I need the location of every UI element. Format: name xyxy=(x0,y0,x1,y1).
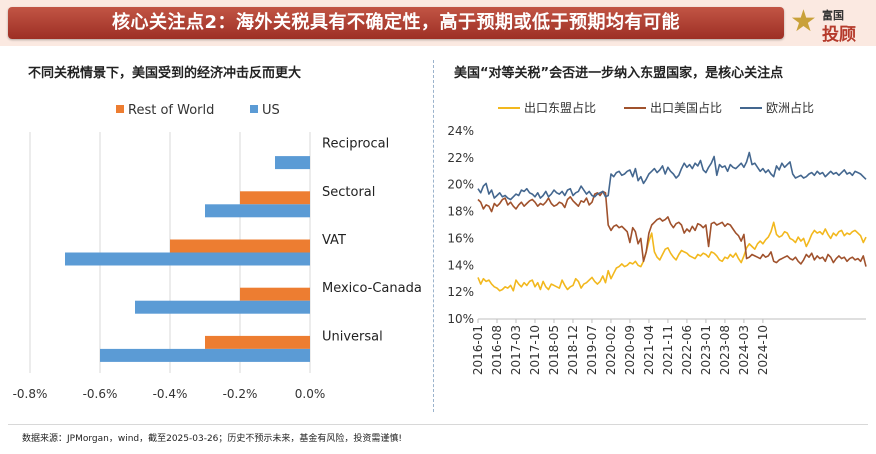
y-tick-label: 16% xyxy=(447,231,474,245)
bar xyxy=(205,335,310,349)
footer-rule xyxy=(8,424,868,425)
x-tick-label: 2021-11 xyxy=(661,325,675,375)
x-tick-label: 2022-06 xyxy=(680,325,694,375)
category-label: Mexico-Canada xyxy=(322,281,422,296)
bar xyxy=(100,348,310,362)
bar xyxy=(205,204,310,218)
y-tick-label: 18% xyxy=(447,205,474,219)
footer-source-note: 数据来源：JPMorgan，wind，截至2025-03-26；历史不预示未来，… xyxy=(22,434,403,444)
y-tick-label: 20% xyxy=(447,178,474,192)
brand-logo: ★ 富国 投顾 xyxy=(790,4,870,46)
x-tick-label: 2019-07 xyxy=(585,325,599,375)
legend-swatch xyxy=(250,105,258,113)
bar xyxy=(170,239,310,253)
y-tick-label: 22% xyxy=(447,151,474,165)
x-tick-label: 2017-10 xyxy=(528,325,542,375)
x-tick-label: 2020-09 xyxy=(623,325,637,375)
category-label: Reciprocal xyxy=(322,137,389,152)
y-tick-label: 14% xyxy=(447,258,474,272)
legend-label: 出口东盟占比 xyxy=(524,100,596,115)
bar xyxy=(65,252,310,266)
bar-chart: -0.8% -0.6% -0.4% -0.2% 0.0% Reciprocal Sector… xyxy=(13,103,422,401)
legend-label: US xyxy=(262,103,280,118)
x-tick-label: 2018-05 xyxy=(547,325,561,375)
x-tick-label: 2023-08 xyxy=(718,325,732,375)
y-tick-label: 24% xyxy=(447,124,474,138)
x-tick-label: 2023-01 xyxy=(699,325,713,375)
panel-divider xyxy=(433,60,434,412)
x-tick-label: -0.2% xyxy=(223,387,258,401)
logo-main-text: 投顾 xyxy=(822,25,856,45)
right-chart-subtitle: 美国“对等关税”会否进一步纳入东盟国家，是核心关注点 xyxy=(454,66,784,81)
page-title: 核心关注点2：海外关税具有不确定性，高于预期或低于预期均有可能 xyxy=(111,12,681,33)
x-tick-label: -0.8% xyxy=(13,387,48,401)
bar xyxy=(135,300,310,314)
x-tick-label: 2020-02 xyxy=(604,325,618,375)
left-chart-subtitle: 不同关税情景下，美国受到的经济冲击反而更大 xyxy=(28,66,302,81)
title-banner: 核心关注点2：海外关税具有不确定性，高于预期或低于预期均有可能 xyxy=(8,7,784,39)
x-tick-label: -0.4% xyxy=(153,387,188,401)
legend-swatch xyxy=(116,105,124,113)
x-tick-label: 2016-08 xyxy=(490,325,504,375)
x-tick-label: 0.0% xyxy=(295,387,326,401)
category-label: Universal xyxy=(322,329,383,344)
x-tick-label: 2018-12 xyxy=(566,325,580,375)
category-label: Sectoral xyxy=(322,185,375,200)
y-tick-label: 10% xyxy=(447,312,474,326)
y-tick-label: 12% xyxy=(447,285,474,299)
logo-small-text: 富国 xyxy=(822,9,844,22)
x-tick-label: -0.6% xyxy=(83,387,118,401)
category-label: VAT xyxy=(322,233,346,248)
legend-label: 出口美国占比 xyxy=(650,100,722,115)
series-line xyxy=(477,190,867,267)
series-line xyxy=(477,151,867,201)
x-tick-label: 2024-03 xyxy=(737,325,751,375)
line-chart: 10% 12% 14% 16% 18% 20% 22% 24% 2016-01 2016-08 20… xyxy=(447,100,867,375)
legend-label: Rest of World xyxy=(128,103,214,118)
x-tick-label: 2021-04 xyxy=(642,325,656,375)
x-tick-label: 2016-01 xyxy=(471,325,485,375)
bar xyxy=(275,156,310,170)
legend-label: 欧洲占比 xyxy=(766,100,814,115)
x-tick-label: 2024-10 xyxy=(756,325,770,375)
bar xyxy=(240,287,310,301)
series-line xyxy=(477,221,867,292)
bar xyxy=(240,191,310,205)
star-icon: ★ xyxy=(790,4,817,39)
x-tick-label: 2017-03 xyxy=(509,325,523,375)
